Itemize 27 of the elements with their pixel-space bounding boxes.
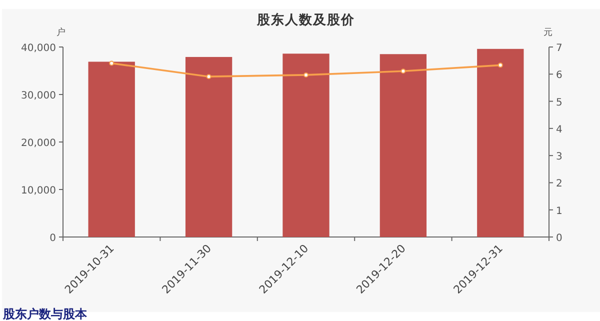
y-tick-label: 30,000: [21, 90, 56, 102]
point: [206, 74, 212, 80]
chart-title: 股东人数及股价: [256, 12, 355, 28]
y2-axis-title: 元: [544, 27, 552, 38]
y-tick-label: 40,000: [21, 43, 56, 54]
bar: [282, 54, 330, 237]
point: [400, 68, 406, 74]
point: [498, 62, 503, 68]
point: [304, 72, 308, 78]
bar: [88, 62, 135, 237]
bar: [185, 56, 232, 237]
bar: [477, 48, 524, 237]
y2-tick-label: 1: [556, 206, 562, 217]
y2-tick-label: 6: [556, 70, 562, 82]
y2-tick-label: 3: [556, 152, 562, 163]
y-tick-label: 0: [50, 233, 56, 244]
bar: [380, 54, 427, 237]
y2-tick-label: 2: [556, 178, 562, 190]
y2-tick-label: 7: [556, 43, 562, 54]
y2-tick-label: 0: [556, 233, 562, 244]
y-tick-label: 20,000: [21, 138, 56, 149]
y-axis-title: 户: [56, 27, 66, 38]
y2-tick-label: 4: [556, 124, 562, 136]
y2-tick-label: 5: [556, 97, 562, 108]
point: [109, 60, 114, 66]
y-tick-label: 10,000: [21, 186, 56, 196]
text: 股东户数与股本: [2, 307, 88, 321]
